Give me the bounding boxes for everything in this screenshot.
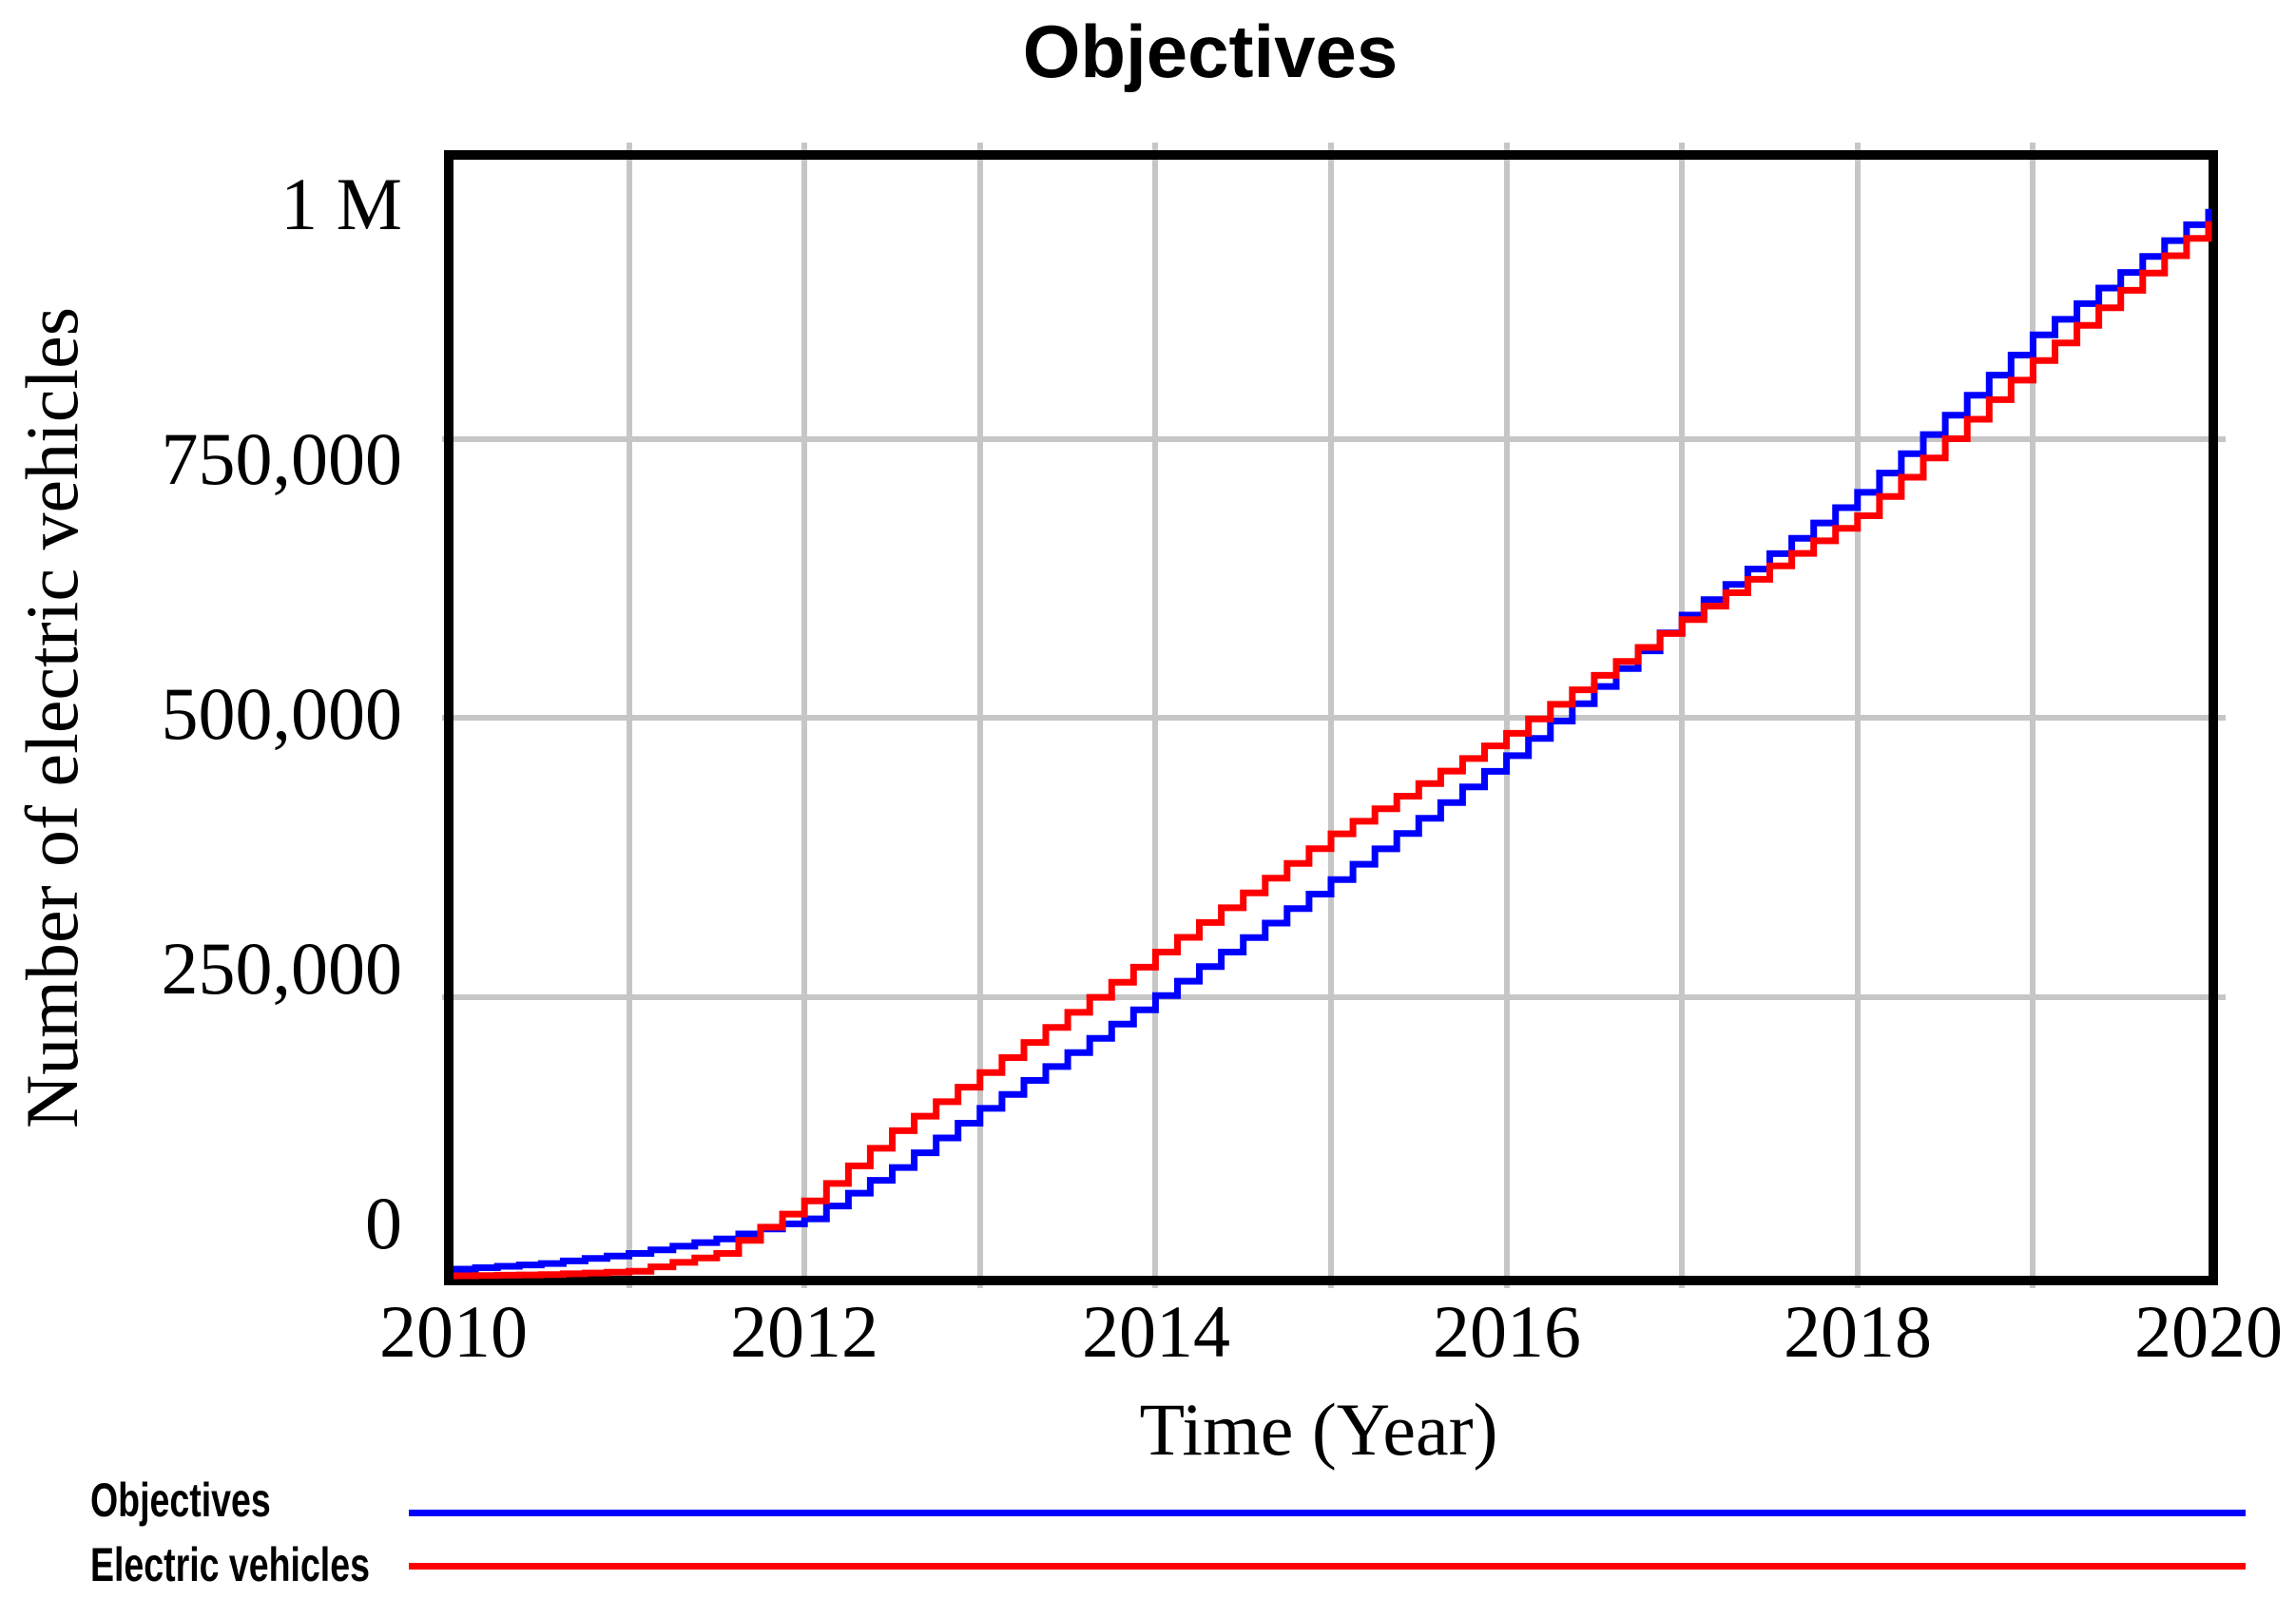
legend-label-electric-vehicles: Electric vehicles [90,1538,370,1591]
y-tick-label-0: 0 [365,1182,402,1264]
x-tick-label-2010: 2010 [379,1290,528,1373]
legend-label-objectives: Objectives [90,1474,271,1527]
x-tick-label-2012: 2012 [730,1290,878,1373]
x-tick-label-2018: 2018 [1784,1290,1932,1373]
chart-title: Objectives [1022,10,1399,93]
gridline-value-250000 [442,993,2226,1000]
y-tick-label-1m: 1 M [280,163,402,245]
gridline-value-500000 [442,715,2226,721]
objectives-line [453,208,2212,1273]
x-tick-label-2020: 2020 [2134,1290,2283,1373]
plot-border [444,150,2218,1285]
x-tick-label-2014: 2014 [1082,1290,1230,1373]
x-axis-title: Time (Year) [1139,1388,1498,1471]
y-tick-label-500k: 500,000 [161,672,403,755]
electric-vehicles-line [453,221,2212,1280]
legend-line-electric-vehicles [409,1563,2246,1570]
x-tick-label-2016: 2016 [1433,1290,1581,1373]
legend-line-objectives [409,1510,2246,1516]
plot-area [453,208,2212,1280]
y-tick-label-750k: 750,000 [161,417,403,500]
gridline-value-750000 [442,435,2226,442]
y-tick-label-250k: 250,000 [161,927,403,1010]
